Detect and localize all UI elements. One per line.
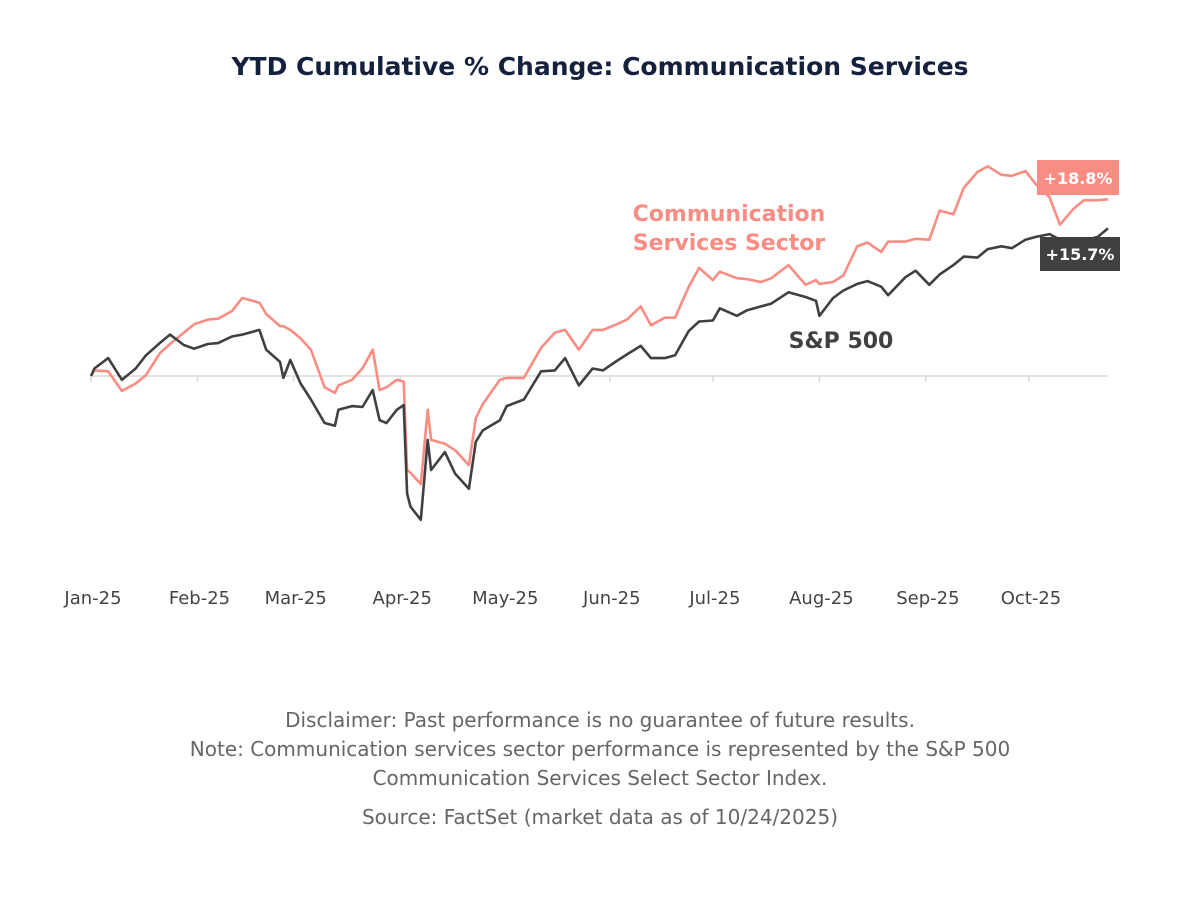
series-label-sector-line2: Services Sector xyxy=(633,231,826,256)
x-tick-label: Jun-25 xyxy=(582,588,641,609)
series-label-sector-line1: Communication xyxy=(633,202,826,227)
x-tick-label: Feb-25 xyxy=(169,588,230,609)
source-text: Source: FactSet (market data as of 10/24… xyxy=(361,805,839,829)
end-label-sp500: +15.7% xyxy=(1046,245,1115,264)
end-label-sp500-box xyxy=(1040,237,1120,271)
series-lines xyxy=(89,165,1109,522)
end-label-sector-box xyxy=(1037,160,1119,195)
note-line-1: Note: Communication services sector perf… xyxy=(189,737,1011,761)
x-axis-ticks xyxy=(90,376,1030,382)
x-tick-label: Sep-25 xyxy=(896,588,959,609)
x-axis-tick-labels: Jan-25 Feb-25 Mar-25 Apr-25 May-25 Jun-25 Jul-… xyxy=(63,588,1061,609)
x-tick-label: May-25 xyxy=(472,588,538,609)
series-line-sp500 xyxy=(89,227,1109,522)
x-tick-label: Mar-25 xyxy=(265,588,327,609)
chart-title: YTD Cumulative % Change: Communication S… xyxy=(231,52,969,81)
x-tick-label: Apr-25 xyxy=(373,588,432,609)
series-line-communication-services xyxy=(89,165,1109,486)
note-line-2: Communication Services Select Sector Ind… xyxy=(372,766,828,790)
x-tick-label: Jul-25 xyxy=(688,588,740,609)
x-tick-label: Jan-25 xyxy=(63,588,121,609)
series-label-sp500: S&P 500 xyxy=(789,329,894,354)
disclaimer-text: Disclaimer: Past performance is no guara… xyxy=(285,708,915,732)
end-label-sector: +18.8% xyxy=(1044,169,1113,188)
x-tick-label: Aug-25 xyxy=(789,588,854,609)
x-tick-label: Oct-25 xyxy=(1001,588,1062,609)
